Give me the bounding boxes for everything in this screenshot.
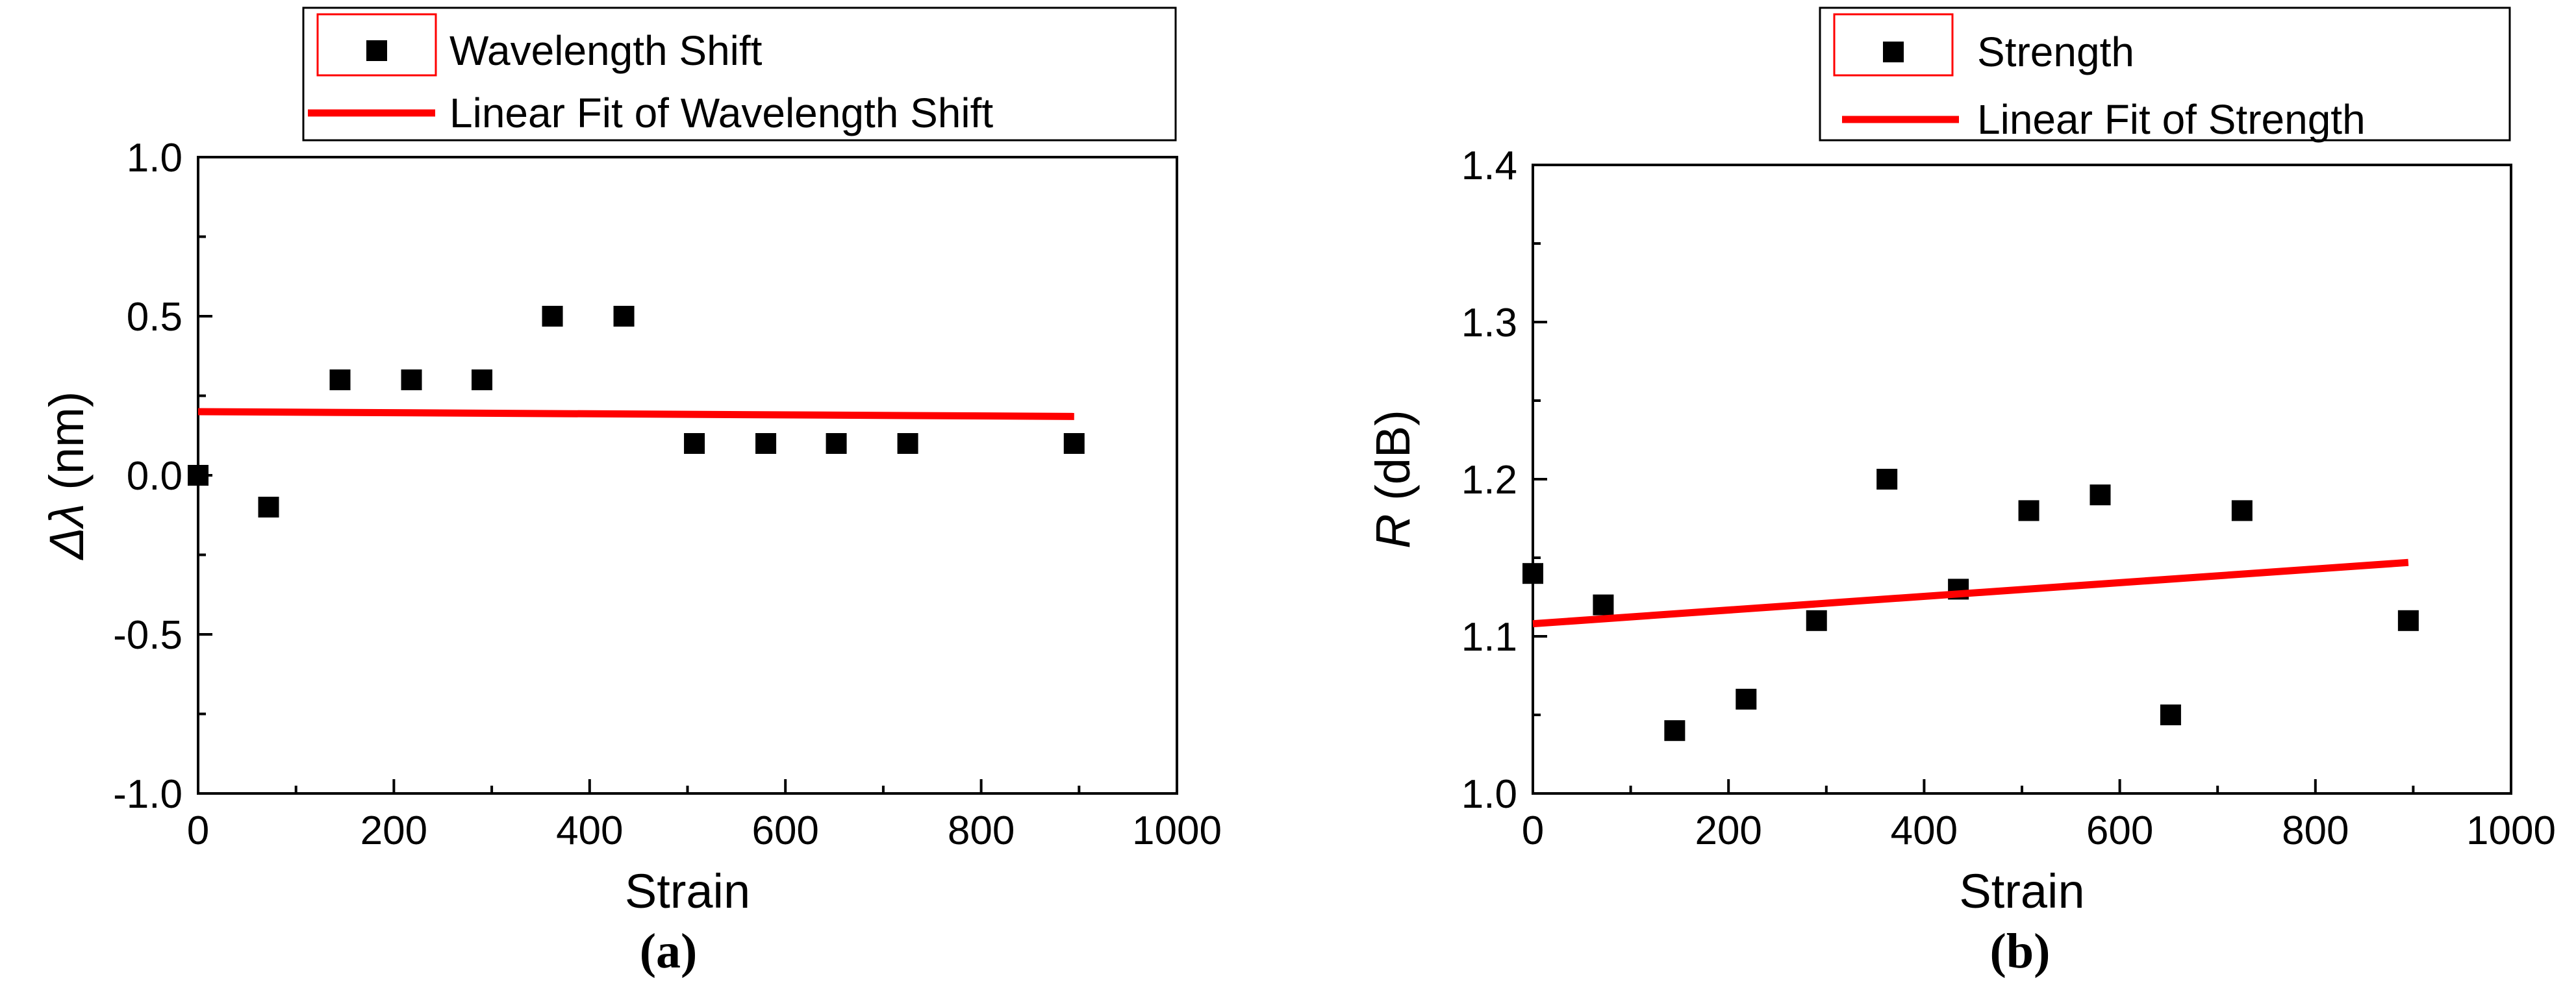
data-point: [897, 433, 918, 454]
fit-line: [1532, 558, 2409, 628]
fit-line: [197, 408, 1074, 420]
data-point: [613, 306, 635, 327]
data-point: [2397, 610, 2419, 631]
y-axis-symbol: Δλ: [40, 503, 94, 560]
x-tick-label: 1000: [1132, 808, 1222, 853]
data-point: [1522, 563, 1543, 584]
y-tick-label: -1.0: [113, 772, 183, 817]
x-tick-label: 600: [2086, 808, 2153, 853]
data-point: [1736, 688, 1757, 710]
plot-frame: [1532, 164, 2512, 795]
legend: Strength Linear Fit of Strength: [1819, 6, 2511, 143]
x-axis-title: Strain: [625, 864, 750, 918]
data-point: [1063, 433, 1085, 454]
legend-label-data: Wavelength Shift: [449, 27, 763, 74]
legend-box: [302, 6, 1177, 142]
chart-panel-a: 0 200 400 600 800 1000 -1.0 -0.5 0.0 0.5 1.0 Strain…: [40, 6, 1222, 979]
legend-swatch-frame: [316, 13, 437, 77]
x-tick-label: 400: [1891, 808, 1958, 853]
y-tick-label: 1.1: [1461, 615, 1517, 660]
legend-marker-icon: [366, 40, 387, 61]
x-tick-label: 400: [556, 808, 623, 853]
y-tick-label: -0.5: [113, 613, 183, 658]
panel-label: (a): [640, 924, 698, 979]
x-axis-title: Strain: [1959, 864, 2084, 918]
data-point: [1664, 720, 1686, 742]
data-point: [542, 306, 563, 327]
y-tick-label: 1.2: [1461, 458, 1517, 503]
data-point: [1806, 610, 1827, 631]
data-point: [401, 369, 422, 390]
data-point: [826, 433, 847, 454]
y-axis-title: R (dB): [1366, 410, 1420, 549]
data-point: [2018, 500, 2039, 521]
y-axis-symbol: R: [1366, 514, 1420, 548]
data-point: [258, 497, 279, 517]
y-axis-unit: (nm): [40, 392, 94, 490]
x-tick-label: 200: [360, 808, 427, 853]
data-point: [755, 433, 777, 454]
panel-label: (b): [1990, 924, 2051, 979]
legend-label-fit: Linear Fit of Strength: [1977, 96, 2366, 143]
y-axis-title: Δλ (nm): [40, 392, 94, 561]
y-tick-label: 1.4: [1461, 143, 1517, 188]
x-tick-label: 800: [2282, 808, 2349, 853]
data-point: [2160, 704, 2181, 725]
x-tick-label: 1000: [2466, 808, 2556, 853]
y-tick-label: 1.3: [1461, 301, 1517, 345]
x-tick-label: 0: [187, 808, 209, 853]
y-tick-label: 1.0: [1461, 772, 1517, 817]
data-point: [2231, 500, 2253, 521]
y-tick-label: 0.5: [127, 295, 183, 340]
plot-frame: [197, 156, 1178, 795]
data-point: [1593, 594, 1614, 616]
x-tick-label: 200: [1695, 808, 1762, 853]
data-point: [188, 465, 208, 486]
x-tick-label: 600: [751, 808, 818, 853]
y-axis-space: [1366, 501, 1420, 514]
legend-marker-icon: [1883, 42, 1904, 62]
data-point: [329, 369, 351, 390]
y-axis-unit: (dB): [1366, 410, 1420, 501]
legend: Wavelength Shift Linear Fit of Wavelength…: [302, 6, 1177, 142]
data-point: [684, 433, 705, 454]
legend-swatch-frame: [1833, 13, 1954, 77]
y-axis-space: [40, 490, 94, 504]
x-tick-label: 0: [1522, 808, 1544, 853]
legend-label-fit: Linear Fit of Wavelength Shift: [449, 90, 993, 136]
data-point: [2090, 484, 2111, 506]
y-tick-label: 1.0: [127, 136, 183, 181]
data-point: [1876, 469, 1898, 490]
data-point: [472, 369, 493, 390]
x-tick-label: 800: [948, 808, 1015, 853]
y-tick-label: 0.0: [127, 454, 183, 499]
chart-panel-b: 0 200 400 600 800 1000 1.0 1.1 1.2 1.3 1.4 Strain R …: [1366, 6, 2556, 979]
legend-label-data: Strength: [1977, 29, 2134, 75]
